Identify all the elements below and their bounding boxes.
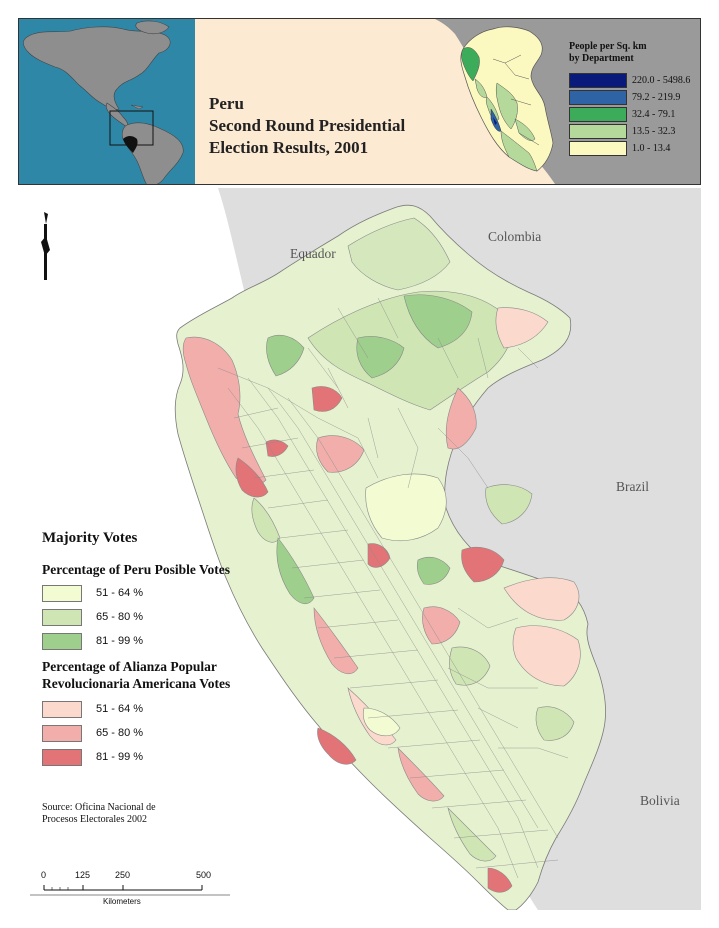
legend-row: 65 - 80 % <box>42 722 272 746</box>
apra-legend-title-line-2: Revolucionaria Americana Votes <box>42 676 231 691</box>
north-arrow-icon <box>41 212 50 280</box>
legend-swatch <box>42 609 82 626</box>
density-swatch <box>569 90 627 105</box>
density-swatch <box>569 141 627 156</box>
source-note: Source: Oficina Nacional de Procesos Ele… <box>42 802 156 826</box>
density-class-label: 220.0 - 5498.6 <box>632 75 691 86</box>
population-density-inset-map <box>435 19 700 184</box>
legend-row: 65 - 80 % <box>42 606 272 630</box>
legend-row: 51 - 64 % <box>42 698 272 722</box>
density-class-row: 79.2 - 219.9 <box>569 88 699 105</box>
density-legend-title-line-2: by Department <box>569 53 634 64</box>
election-results-map: Equador Colombia Brazil Bolivia <box>18 188 680 910</box>
scale-tick-label: 250 <box>115 870 131 880</box>
legend-swatch <box>42 585 82 602</box>
source-line-2: Procesos Electorales 2002 <box>42 814 147 825</box>
legend-row: 51 - 64 % <box>42 582 272 606</box>
peru-posible-legend-title: Percentage of Peru Posible Votes <box>42 562 230 577</box>
density-map-svg <box>435 19 700 184</box>
density-legend: People per Sq. km by Department 220.0 - … <box>569 41 699 156</box>
scale-tick-label: 125 <box>75 870 91 880</box>
density-class-label: 1.0 - 13.4 <box>632 143 671 154</box>
main-map: Equador Colombia Brazil Bolivia <box>18 188 701 910</box>
density-class-label: 13.5 - 32.3 <box>632 126 676 137</box>
vote-legend: Majority Votes Percentage of Peru Posibl… <box>42 530 272 770</box>
density-swatch <box>569 107 627 122</box>
scale-bar-line <box>30 885 230 896</box>
legend-label: 51 - 64 % <box>96 587 144 599</box>
americas-locator-map <box>23 20 184 184</box>
district-boundaries <box>217 297 569 879</box>
source-line-1: Source: Oficina Nacional de <box>42 802 156 813</box>
density-class-row: 220.0 - 5498.6 <box>569 71 699 88</box>
legend-swatch <box>42 701 82 718</box>
density-legend-title-line-1: People per Sq. km <box>569 41 647 52</box>
density-swatch <box>569 124 627 139</box>
title-line-country: Peru <box>209 94 244 113</box>
legend-swatch <box>42 725 82 742</box>
title-line-year: Election Results, 2001 <box>209 138 369 157</box>
legend-swatch <box>42 633 82 650</box>
legend-title: Majority Votes <box>42 530 138 546</box>
scale-unit-label: Kilometers <box>103 897 141 906</box>
density-swatch <box>569 73 627 88</box>
legend-row: 81 - 99 % <box>42 746 272 770</box>
country-label-colombia: Colombia <box>488 229 541 244</box>
scale-tick-label: 0 <box>41 870 47 880</box>
density-class-label: 32.4 - 79.1 <box>632 109 676 120</box>
country-label-equador: Equador <box>290 246 336 261</box>
country-label-brazil: Brazil <box>616 479 649 494</box>
legend-label: 81 - 99 % <box>96 751 144 763</box>
header-panel: Peru Second Round Presidential Election … <box>18 18 701 185</box>
country-label-bolivia: Bolivia <box>640 793 680 808</box>
legend-swatch <box>42 749 82 766</box>
density-class-row: 32.4 - 79.1 <box>569 105 699 122</box>
legend-label: 65 - 80 % <box>96 727 144 739</box>
legend-row: 81 - 99 % <box>42 630 272 654</box>
density-class-label: 79.2 - 219.9 <box>632 92 681 103</box>
scale-tick-label: 500 <box>196 870 212 880</box>
apra-legend-title-line-1: Percentage of Alianza Popular <box>42 659 217 674</box>
scale-bar: 0 125 250 500 Kilometers <box>30 870 230 910</box>
title-line-subject: Second Round Presidential <box>209 116 406 135</box>
legend-label: 65 - 80 % <box>96 611 144 623</box>
legend-label: 81 - 99 % <box>96 635 144 647</box>
density-class-row: 1.0 - 13.4 <box>569 139 699 156</box>
map-title: Peru Second Round Presidential Election … <box>209 93 449 159</box>
locator-inset-map <box>19 19 195 184</box>
density-class-row: 13.5 - 32.3 <box>569 122 699 139</box>
legend-label: 51 - 64 % <box>96 703 144 715</box>
